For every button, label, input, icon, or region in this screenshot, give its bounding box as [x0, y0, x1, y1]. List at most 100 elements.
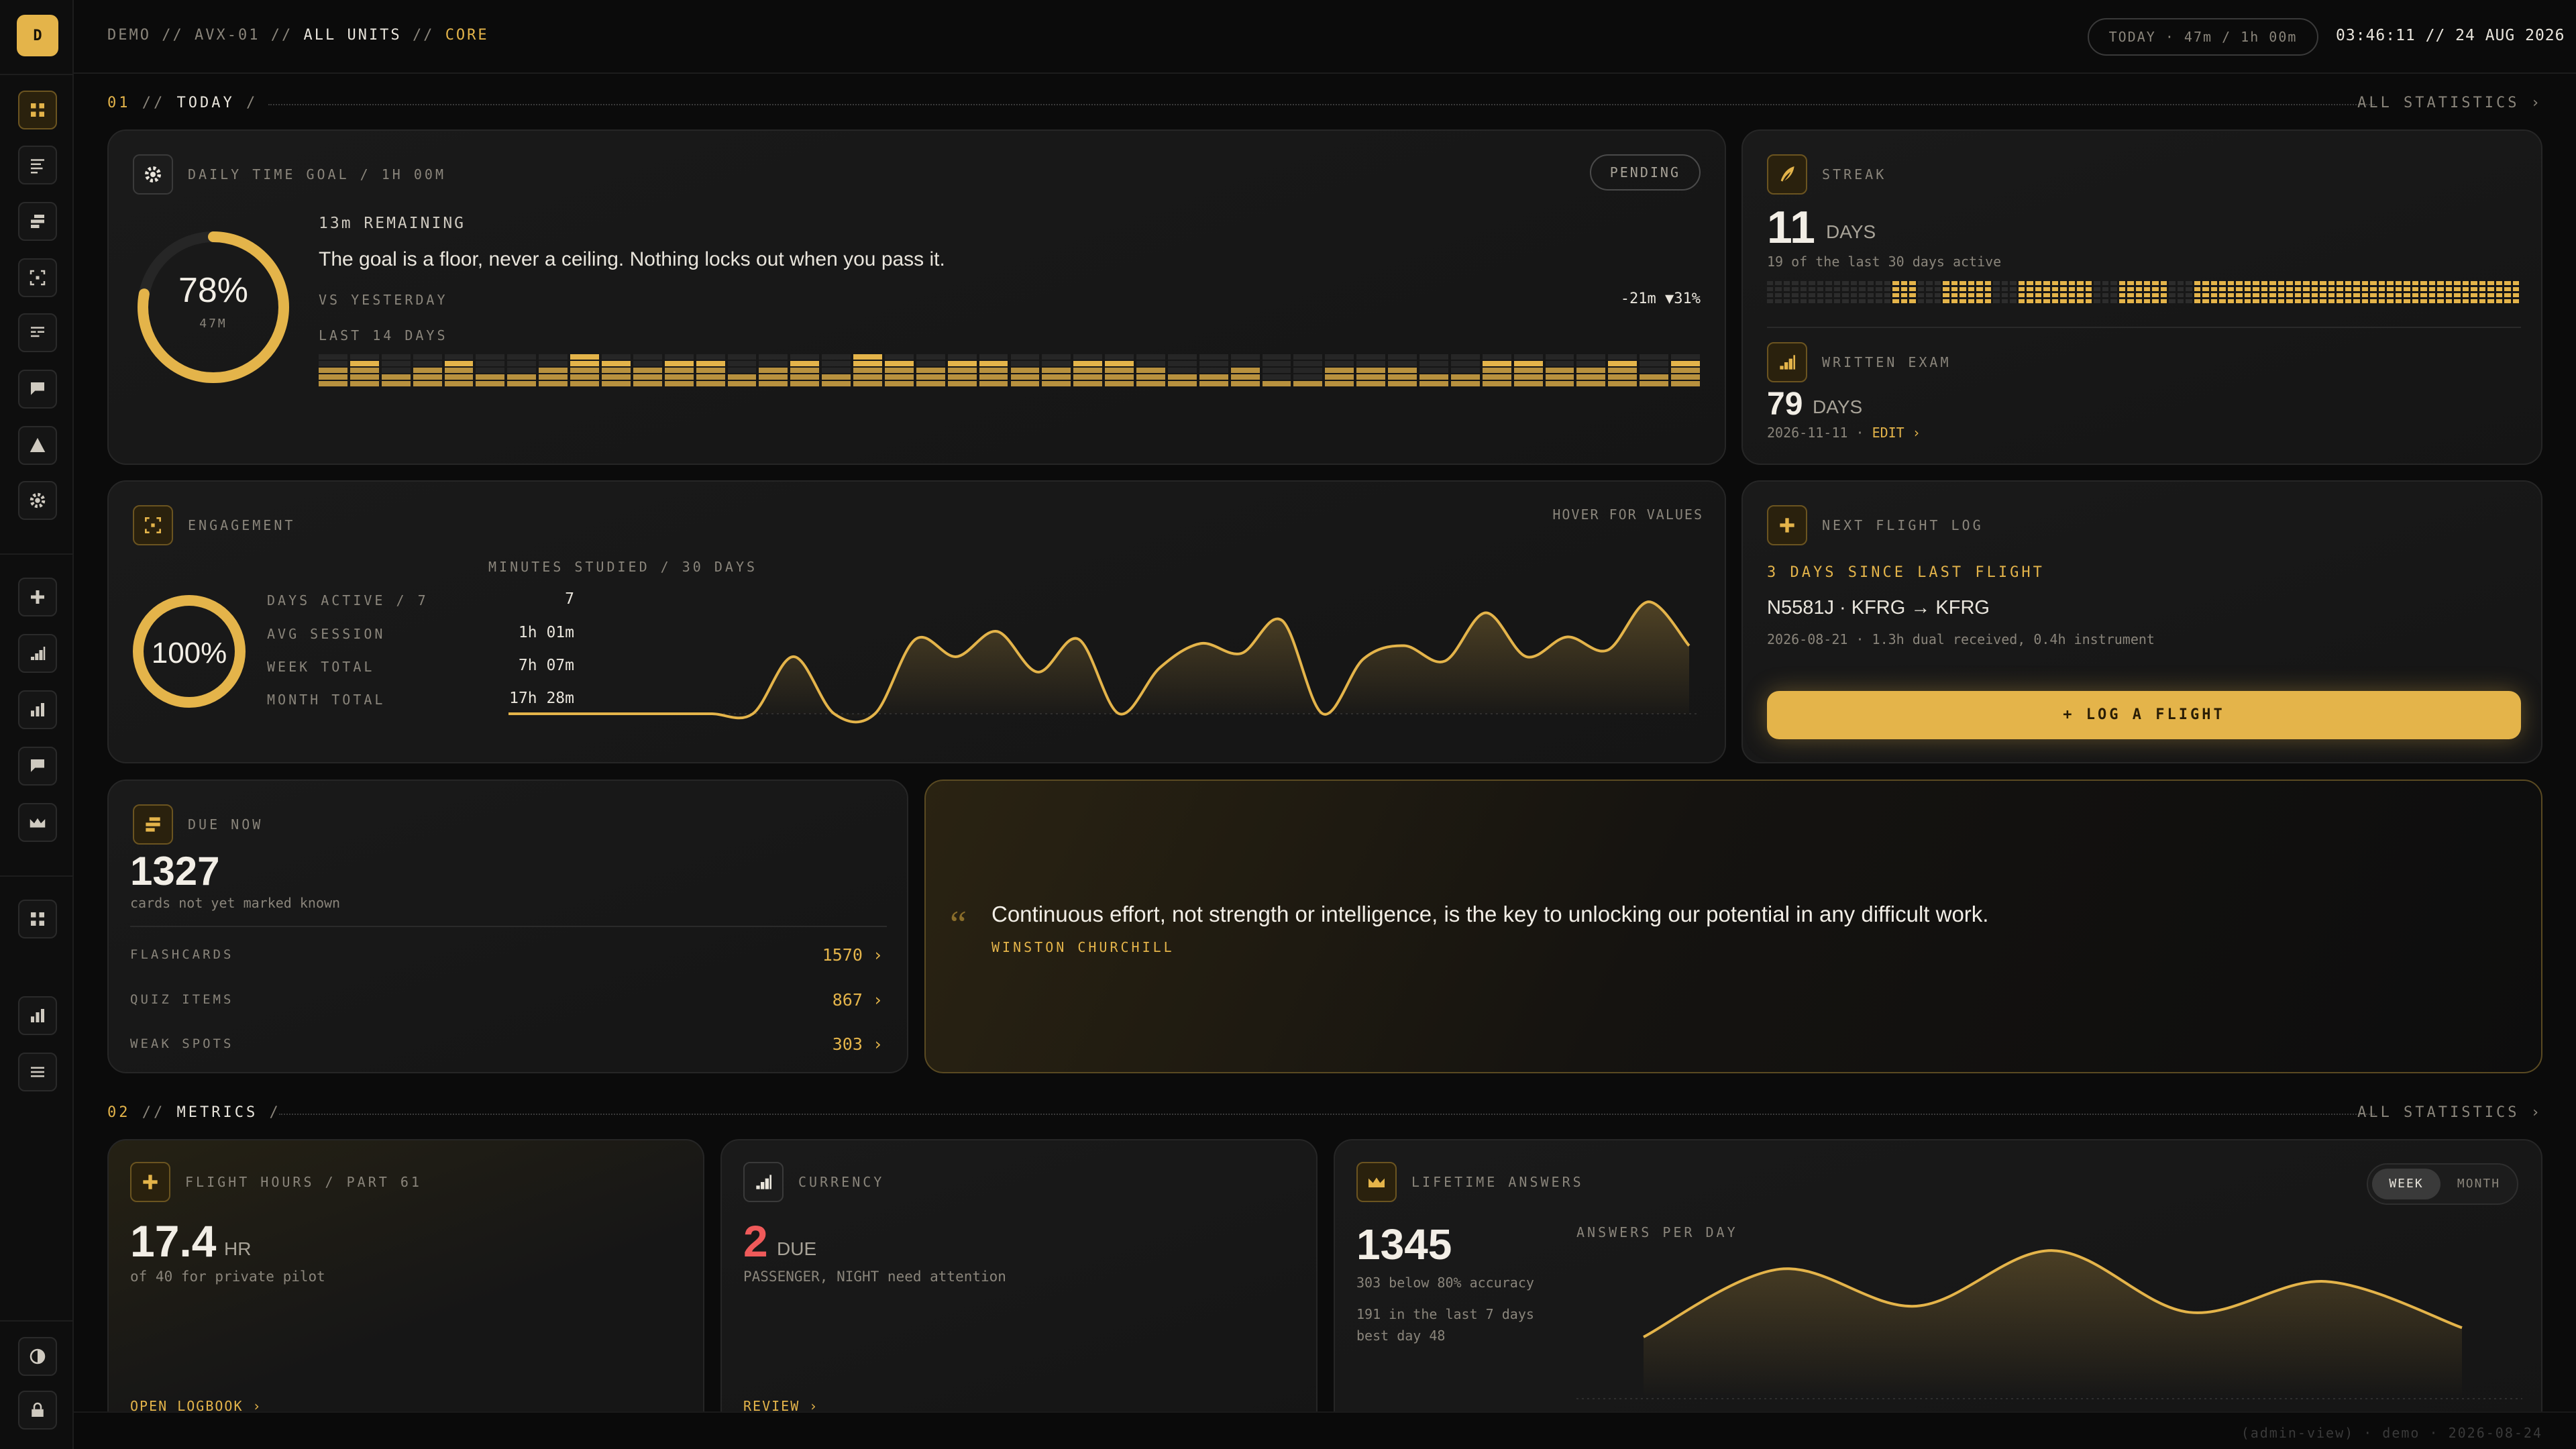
sidebar-messages-button[interactable] [18, 747, 57, 786]
day-bar-segment [1388, 354, 1417, 360]
sidebar-focus-button[interactable] [18, 258, 57, 297]
minutes-point[interactable] [710, 712, 714, 716]
exam-edit-link[interactable]: EDIT › [1872, 425, 1921, 441]
breadcrumb-separator: // [162, 27, 184, 44]
streak-cell [2010, 281, 2017, 285]
flashcards-link[interactable]: 1570 › [822, 945, 883, 965]
minutes-point[interactable] [547, 712, 551, 716]
week-toggle-button[interactable]: WEEK [2372, 1169, 2440, 1199]
sidebar-stats-button[interactable] [18, 690, 57, 729]
streak-cell [1792, 287, 1799, 291]
sidebar-progress-button[interactable] [18, 426, 57, 465]
day-bar-segment [1671, 368, 1700, 373]
answers-point[interactable] [1642, 1335, 1646, 1339]
streak-cell [1859, 287, 1866, 291]
sidebar-cards-button[interactable] [18, 202, 57, 241]
minutes-point[interactable] [1402, 644, 1406, 648]
streak-cell [2035, 281, 2042, 285]
quill-icon [1780, 166, 1794, 182]
answers-point[interactable] [2460, 1326, 2464, 1330]
quiz-items-link[interactable]: 867 › [832, 990, 883, 1010]
day-bar-segment [1073, 361, 1103, 366]
streak-cell [2277, 293, 2285, 297]
minutes-point[interactable] [1565, 635, 1569, 639]
answers-point[interactable] [1778, 1267, 1782, 1271]
sidebar-flights-button[interactable] [18, 578, 57, 616]
minutes-point[interactable] [629, 712, 633, 716]
minutes-point[interactable] [792, 655, 796, 659]
minutes-point[interactable] [669, 712, 674, 716]
streak-cell [2027, 299, 2033, 303]
minutes-point[interactable] [1443, 659, 1447, 663]
minutes-point[interactable] [1239, 651, 1243, 655]
minutes-point[interactable] [995, 629, 999, 633]
streak-cell [1993, 299, 2000, 303]
minutes-point[interactable] [833, 712, 837, 716]
today-progress-pill[interactable]: TODAY · 47m / 1h 00m [2088, 18, 2318, 56]
minutes-point[interactable] [1687, 644, 1691, 648]
all-statistics-link[interactable]: ALL STATISTICS › [2357, 1104, 2542, 1121]
sidebar-dashboard-button[interactable] [18, 91, 57, 129]
theme-toggle-button[interactable] [18, 1337, 57, 1376]
sidebar-apps-button[interactable] [18, 900, 57, 938]
sidebar-achievements-button[interactable] [18, 803, 57, 842]
sidebar-notes-button[interactable] [18, 313, 57, 352]
answers-point[interactable] [2187, 1310, 2191, 1314]
day-bar-segment [1608, 361, 1638, 366]
day-bar-segment [1419, 361, 1448, 366]
due-now-card: DUE NOW 1327 cards not yet marked known … [107, 780, 908, 1073]
minutes-point[interactable] [1606, 648, 1610, 652]
minutes-point[interactable] [1321, 712, 1325, 716]
answers-point[interactable] [2324, 1279, 2328, 1283]
sidebar-lessons-button[interactable] [18, 146, 57, 184]
streak-heatmap [1767, 281, 2521, 304]
log-flight-button[interactable]: + LOG A FLIGHT [1767, 691, 2521, 739]
minutes-point[interactable] [1646, 600, 1650, 604]
sidebar-menu-button[interactable] [18, 1053, 57, 1091]
minutes-point[interactable] [955, 655, 959, 659]
breadcrumb-avx[interactable]: AVX-01 [194, 27, 260, 44]
breadcrumb-core[interactable]: CORE [445, 27, 489, 44]
day-bar-segment [1419, 368, 1448, 373]
month-toggle-button[interactable]: MONTH [2457, 1177, 2501, 1191]
lock-button[interactable] [18, 1391, 57, 1430]
breadcrumb-demo[interactable]: DEMO [107, 27, 151, 44]
sidebar-settings-button[interactable] [18, 481, 57, 520]
minutes-studied-chart[interactable] [488, 582, 1703, 750]
day-bar-segment [979, 368, 1008, 373]
streak-cell [1775, 299, 1782, 303]
minutes-point[interactable] [588, 712, 592, 716]
minutes-point[interactable] [1280, 619, 1284, 623]
day-bar-segment [916, 374, 945, 380]
streak-cell [2320, 299, 2326, 303]
streak-cell [2471, 293, 2477, 297]
minutes-point[interactable] [751, 712, 755, 716]
app-logo[interactable]: D [17, 15, 58, 56]
day-bar-segment [1136, 368, 1165, 373]
all-statistics-link[interactable]: ALL STATISTICS › [2357, 95, 2542, 111]
minutes-point[interactable] [1361, 657, 1365, 661]
streak-cell [2387, 281, 2394, 285]
minutes-point[interactable] [1036, 670, 1040, 674]
sidebar-chat-button[interactable] [18, 370, 57, 409]
answers-point[interactable] [1915, 1304, 1919, 1308]
below-accuracy-text: 303 below 80% accuracy [1356, 1275, 1534, 1291]
weak-spots-link[interactable]: 303 › [832, 1034, 883, 1054]
breadcrumb-all-units[interactable]: ALL UNITS [303, 27, 402, 44]
minutes-point[interactable] [1158, 665, 1162, 669]
minutes-point[interactable] [506, 712, 511, 716]
answers-per-day-chart[interactable] [1576, 1248, 2522, 1415]
minutes-point[interactable] [1077, 637, 1081, 641]
sidebar-currency-button[interactable] [18, 634, 57, 673]
answers-point[interactable] [2051, 1248, 2055, 1252]
minutes-point[interactable] [1117, 712, 1121, 716]
streak-cell [2152, 293, 2159, 297]
minutes-point[interactable] [914, 637, 918, 641]
minutes-point[interactable] [1524, 655, 1528, 659]
due-now-value: 1327 [130, 849, 220, 894]
streak-cell [1850, 281, 1858, 285]
sidebar-reports-button[interactable] [18, 996, 57, 1035]
minutes-point[interactable] [1484, 610, 1488, 614]
minutes-point[interactable] [873, 712, 877, 716]
minutes-point[interactable] [1199, 641, 1203, 645]
